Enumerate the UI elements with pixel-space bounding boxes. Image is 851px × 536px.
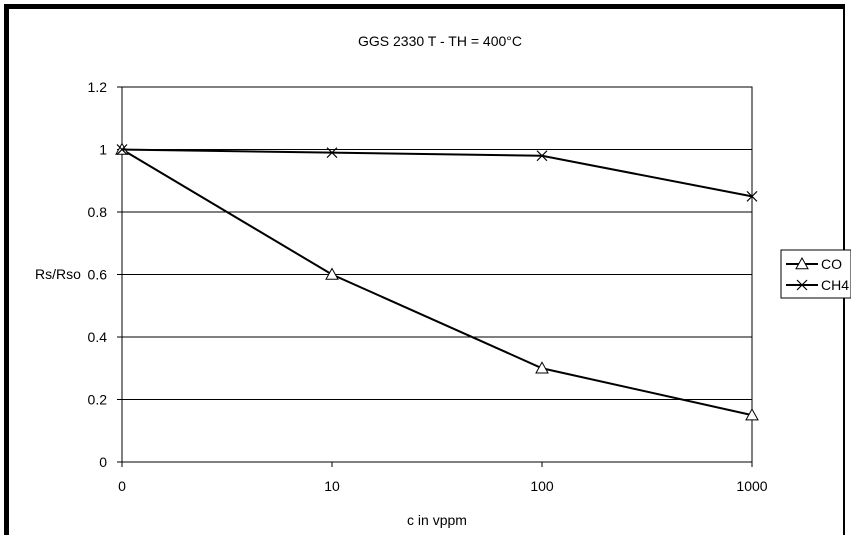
legend-marker-co	[795, 256, 809, 270]
data-point-co	[325, 267, 339, 280]
series-group	[115, 142, 759, 421]
legend-item-co: CO	[786, 256, 842, 272]
data-point-ch4	[536, 150, 548, 162]
y-tick-label: 0.8	[88, 204, 108, 220]
gridlines	[122, 149, 752, 400]
y-tick-label: 0	[99, 454, 107, 470]
x-tick-label: 100	[530, 478, 554, 494]
data-point-ch4	[326, 147, 338, 159]
data-point-co	[745, 408, 759, 421]
x-tick-label: 10	[324, 478, 340, 494]
x-tick-label: 0	[118, 478, 126, 494]
series-ch4	[116, 144, 758, 202]
x-stroke	[796, 279, 808, 291]
chart-frame	[4, 4, 845, 535]
y-tick-label: 0.4	[88, 329, 108, 345]
y-axis-label: Rs/Rso	[35, 266, 81, 282]
legend-label-co: CO	[821, 256, 842, 272]
y-tick-label: 1	[99, 142, 107, 158]
legend-item-ch4: CH4	[786, 277, 849, 293]
series-line-co	[121, 148, 753, 417]
legend-marker-ch4	[796, 279, 808, 291]
chart-title: GGS 2330 T - TH = 400°C	[358, 33, 522, 49]
legend-label-ch4: CH4	[821, 277, 849, 293]
x-axis-label: c in vppm	[407, 512, 467, 528]
x-axis: 0 10 100 1000	[118, 462, 768, 494]
y-tick-label: 0.2	[88, 392, 108, 408]
x-stroke	[746, 190, 758, 202]
series-line-ch4	[121, 148, 753, 198]
x-stroke	[116, 144, 128, 155]
legend-box	[780, 249, 851, 299]
data-point-co	[535, 361, 549, 374]
series-co	[115, 142, 759, 421]
x-tick-label: 1000	[736, 478, 767, 494]
y-tick-label: 0.6	[88, 267, 108, 283]
x-stroke	[326, 147, 338, 159]
data-point-ch4	[116, 144, 128, 155]
x-stroke	[536, 150, 548, 162]
data-point-ch4	[746, 190, 758, 202]
y-axis: 0 0.2 0.4 0.6 0.8 1 1.2	[88, 79, 122, 470]
legend: CO CH4	[780, 249, 851, 299]
y-tick-label: 1.2	[88, 79, 108, 95]
